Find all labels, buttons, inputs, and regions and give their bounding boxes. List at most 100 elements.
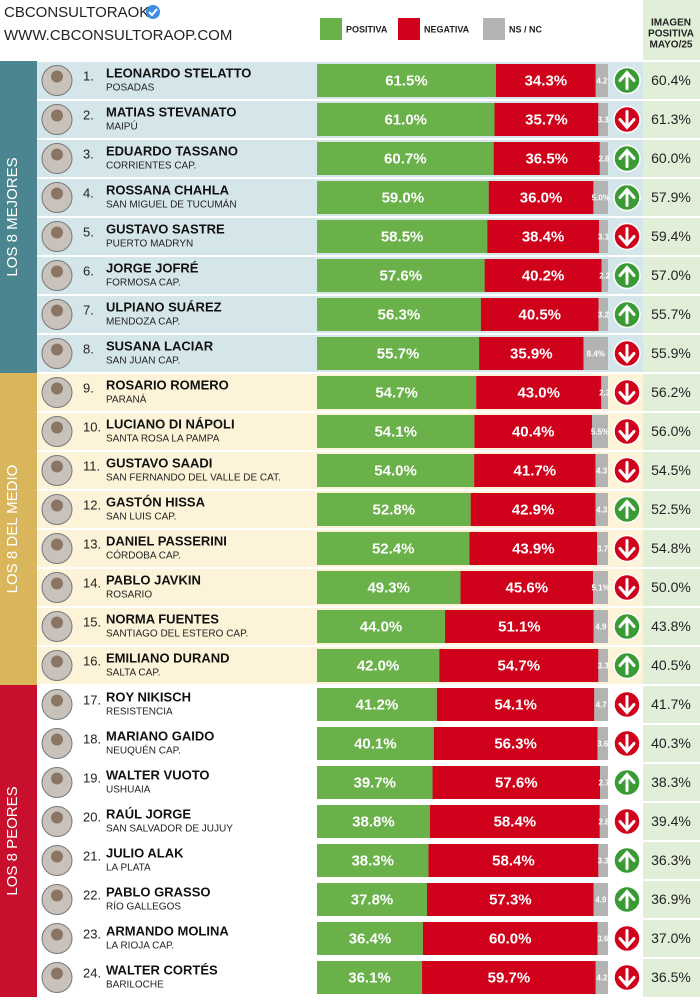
bar-segment bbox=[460, 571, 594, 604]
bar-segment bbox=[474, 454, 596, 487]
bar-segment bbox=[595, 64, 608, 97]
avatar-head bbox=[51, 343, 63, 356]
rank: 22. bbox=[83, 887, 101, 902]
group-label: LOS 8 PEORES bbox=[4, 786, 21, 895]
bar-segment bbox=[317, 532, 470, 565]
avatar-head bbox=[51, 538, 63, 551]
name: WALTER CORTÉS bbox=[106, 962, 218, 977]
previous-value: 60.0% bbox=[651, 150, 691, 166]
data-label: 56.3% bbox=[378, 306, 421, 323]
bar-segment bbox=[593, 610, 608, 643]
avatar-head bbox=[51, 928, 63, 941]
bar-segment bbox=[476, 376, 602, 409]
data-label: 3.1 bbox=[598, 233, 610, 242]
bar-segment bbox=[317, 376, 477, 409]
rank: 21. bbox=[83, 848, 101, 863]
bar-segment bbox=[317, 259, 485, 292]
bar-segment bbox=[495, 64, 596, 97]
data-label: 36.4% bbox=[349, 930, 392, 947]
bar-segment bbox=[593, 883, 608, 916]
bar-segment bbox=[436, 688, 595, 721]
data-label: 37.8% bbox=[351, 891, 394, 908]
previous-value: 55.7% bbox=[651, 306, 691, 322]
legend-swatch bbox=[483, 18, 505, 40]
name: WALTER VUOTO bbox=[106, 767, 210, 782]
data-label: 3.3 bbox=[598, 857, 610, 866]
bar-segment bbox=[317, 571, 461, 604]
data-label: 2.2 bbox=[599, 272, 611, 281]
previous-value: 56.2% bbox=[651, 384, 691, 400]
trend-arrow bbox=[618, 70, 636, 90]
place: ROSARIO bbox=[106, 590, 152, 601]
data-label: 59.7% bbox=[488, 969, 531, 986]
place: LA PLATA bbox=[106, 863, 151, 874]
group-label: LOS 8 MEJORES bbox=[4, 157, 21, 276]
rank: 13. bbox=[83, 536, 101, 551]
bar-segment bbox=[469, 532, 598, 565]
previous-value: 59.4% bbox=[651, 228, 691, 244]
avatar-head bbox=[51, 70, 63, 83]
previous-value: 39.4% bbox=[651, 813, 691, 829]
trend-arrow bbox=[618, 968, 636, 988]
bar-segment bbox=[317, 181, 489, 214]
avatar-head bbox=[51, 421, 63, 434]
avatar-head bbox=[51, 499, 63, 512]
trend-arrow bbox=[618, 695, 636, 715]
rank: 18. bbox=[83, 731, 101, 746]
data-label: 36.1% bbox=[348, 969, 391, 986]
name: RAÚL JORGE bbox=[106, 806, 191, 821]
data-label: 38.3% bbox=[351, 852, 394, 869]
bar-segment bbox=[488, 181, 594, 214]
avatar-head bbox=[51, 382, 63, 395]
data-label: 54.7% bbox=[498, 657, 541, 674]
bar-segment bbox=[484, 259, 602, 292]
data-label: 36.0% bbox=[520, 189, 563, 206]
legend-label: POSITIVA bbox=[346, 24, 388, 34]
avatar-head bbox=[51, 655, 63, 668]
bar-segment bbox=[317, 298, 481, 331]
avatar-head bbox=[51, 577, 63, 590]
data-label: 41.2% bbox=[356, 696, 399, 713]
rank: 9. bbox=[83, 380, 94, 395]
verified-badge bbox=[146, 5, 160, 19]
previous-value: 37.0% bbox=[651, 930, 691, 946]
trend-arrow bbox=[618, 929, 636, 949]
bar-segment bbox=[317, 220, 488, 253]
place: NEUQUÉN CAP. bbox=[106, 744, 181, 757]
avatar-head bbox=[51, 187, 63, 200]
bar-segment bbox=[597, 532, 608, 565]
data-label: 38.4% bbox=[522, 228, 565, 245]
bar-segment bbox=[317, 844, 429, 877]
name: MARIANO GAIDO bbox=[106, 728, 214, 743]
data-label: 41.7% bbox=[514, 462, 557, 479]
bar-segment bbox=[601, 376, 608, 409]
data-label: 5.0% bbox=[592, 194, 610, 203]
name: NORMA FUENTES bbox=[106, 611, 219, 626]
previous-value: 41.7% bbox=[651, 696, 691, 712]
bar-segment bbox=[317, 64, 496, 97]
avatar-head bbox=[51, 733, 63, 746]
data-label: 44.0% bbox=[360, 618, 403, 635]
place: PUERTO MADRYN bbox=[106, 239, 193, 250]
name: ARMANDO MOLINA bbox=[106, 923, 229, 938]
data-label: 43.0% bbox=[517, 384, 560, 401]
previous-value: 43.8% bbox=[651, 618, 691, 634]
data-label: 56.3% bbox=[494, 735, 537, 752]
bar-segment bbox=[432, 766, 601, 799]
trend-arrow bbox=[618, 539, 636, 559]
bar-segment bbox=[317, 415, 475, 448]
data-label: 42.9% bbox=[512, 501, 555, 518]
data-label: 8.4% bbox=[587, 350, 605, 359]
name: EMILIANO DURAND bbox=[106, 650, 230, 665]
bar-segment bbox=[317, 493, 471, 526]
bar-segment bbox=[601, 259, 608, 292]
name: MATIAS STEVANATO bbox=[106, 104, 236, 119]
name: JORGE JOFRÉ bbox=[106, 260, 199, 275]
brand: CBCONSULTORAOK bbox=[4, 4, 149, 21]
group-label: LOS 8 DEL MEDIO bbox=[4, 465, 21, 594]
trend-arrow bbox=[618, 383, 636, 403]
previous-value: 57.0% bbox=[651, 267, 691, 283]
data-label: 4.7 bbox=[596, 701, 608, 710]
group-band bbox=[0, 685, 37, 997]
